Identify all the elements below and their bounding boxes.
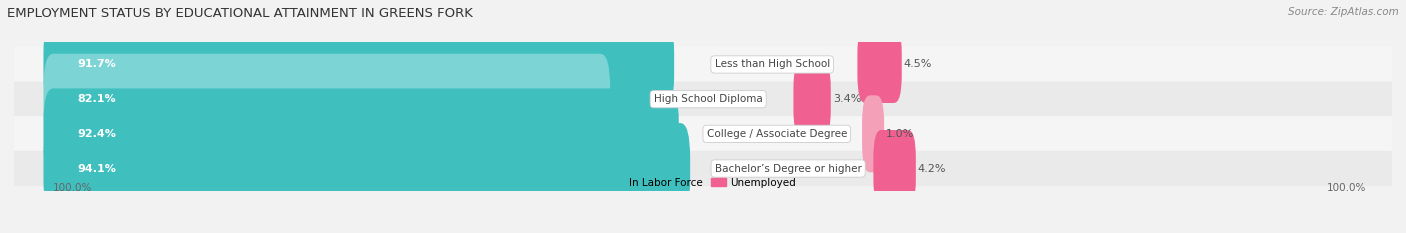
Text: 4.5%: 4.5% [904, 59, 932, 69]
Text: 94.1%: 94.1% [77, 164, 117, 174]
Text: Bachelor’s Degree or higher: Bachelor’s Degree or higher [714, 164, 862, 174]
FancyBboxPatch shape [44, 123, 690, 214]
FancyBboxPatch shape [858, 26, 901, 103]
FancyBboxPatch shape [14, 116, 1392, 151]
Text: 91.7%: 91.7% [77, 59, 117, 69]
FancyBboxPatch shape [793, 61, 831, 138]
Text: 1.0%: 1.0% [886, 129, 914, 139]
Text: High School Diploma: High School Diploma [654, 94, 762, 104]
FancyBboxPatch shape [14, 47, 1392, 82]
Text: Less than High School: Less than High School [714, 59, 830, 69]
Text: 4.2%: 4.2% [918, 164, 946, 174]
Text: 100.0%: 100.0% [1327, 183, 1367, 193]
Text: EMPLOYMENT STATUS BY EDUCATIONAL ATTAINMENT IN GREENS FORK: EMPLOYMENT STATUS BY EDUCATIONAL ATTAINM… [7, 7, 472, 20]
Text: Source: ZipAtlas.com: Source: ZipAtlas.com [1288, 7, 1399, 17]
Text: 3.4%: 3.4% [832, 94, 860, 104]
FancyBboxPatch shape [14, 151, 1392, 186]
FancyBboxPatch shape [14, 82, 1392, 117]
Legend: In Labor Force, Unemployed: In Labor Force, Unemployed [606, 174, 800, 192]
FancyBboxPatch shape [44, 19, 673, 110]
FancyBboxPatch shape [873, 130, 915, 207]
FancyBboxPatch shape [44, 88, 679, 179]
Text: 82.1%: 82.1% [77, 94, 117, 104]
Text: 100.0%: 100.0% [53, 183, 93, 193]
FancyBboxPatch shape [44, 54, 610, 145]
FancyBboxPatch shape [862, 95, 884, 172]
Text: 92.4%: 92.4% [77, 129, 117, 139]
Text: College / Associate Degree: College / Associate Degree [707, 129, 846, 139]
